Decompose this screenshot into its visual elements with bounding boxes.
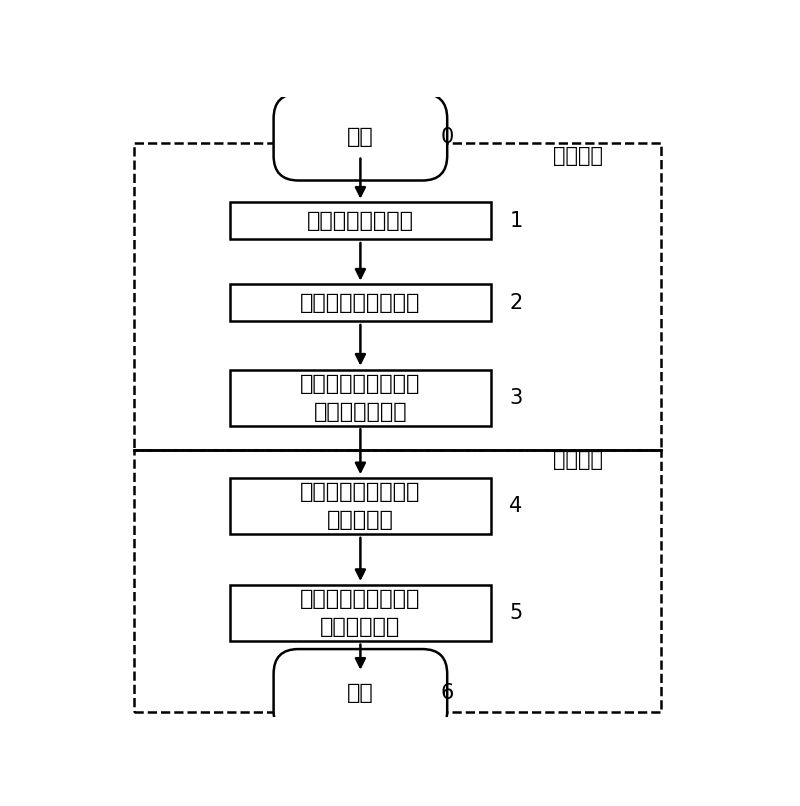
- Text: 6: 6: [441, 683, 454, 703]
- Text: 训练基于完全无向图
的贝叶斯分类器: 训练基于完全无向图 的贝叶斯分类器: [300, 374, 421, 422]
- Text: 分类阶段: 分类阶段: [553, 450, 602, 470]
- Text: 训练数据集的预处理: 训练数据集的预处理: [300, 293, 421, 313]
- FancyBboxPatch shape: [230, 370, 490, 426]
- FancyBboxPatch shape: [230, 285, 490, 322]
- Text: 5: 5: [510, 603, 522, 623]
- FancyBboxPatch shape: [230, 479, 490, 534]
- FancyBboxPatch shape: [230, 202, 490, 239]
- Text: 使用步骤３生成的分
类器进行分类: 使用步骤３生成的分 类器进行分类: [300, 589, 421, 637]
- Text: 训练阶段: 训练阶段: [553, 146, 602, 166]
- Text: 0: 0: [441, 127, 454, 147]
- Text: 3: 3: [510, 388, 522, 408]
- Text: 1: 1: [510, 211, 522, 231]
- Text: 获得网络会话事件并
进行预处理: 获得网络会话事件并 进行预处理: [300, 482, 421, 530]
- Text: 开始: 开始: [347, 127, 374, 147]
- Text: 训练数据集的获取: 训练数据集的获取: [307, 211, 414, 231]
- Text: 2: 2: [510, 293, 522, 313]
- FancyBboxPatch shape: [274, 93, 447, 181]
- FancyBboxPatch shape: [230, 585, 490, 641]
- FancyBboxPatch shape: [274, 649, 447, 736]
- Text: 4: 4: [510, 496, 522, 517]
- Text: 结束: 结束: [347, 683, 374, 703]
